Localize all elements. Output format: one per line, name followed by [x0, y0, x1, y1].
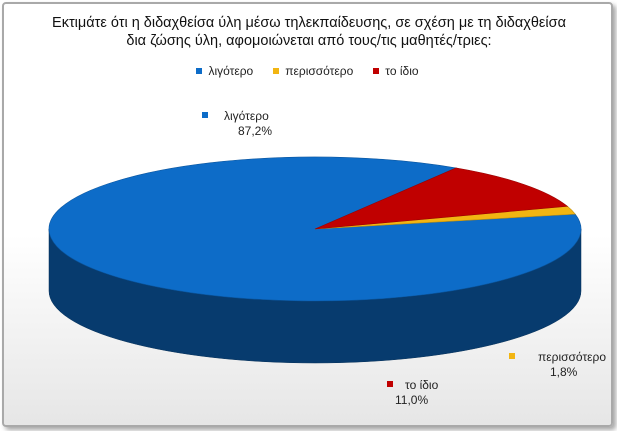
data-label-value-1: 1,8%: [550, 365, 578, 379]
data-label-category-2: το ίδιο: [405, 378, 439, 392]
chart-frame: Εκτιμάτε ότι η διδαχθείσα ύλη μέσω τηλεκ…: [2, 2, 613, 427]
data-label-value-0: 87,2%: [238, 124, 272, 138]
data-label-marker-1: [509, 353, 515, 359]
chart-legend: λιγότερο περισσότερο το ίδιο: [4, 64, 611, 78]
legend-item-2: το ίδιο: [373, 64, 419, 78]
legend-item-0: λιγότερο: [196, 64, 253, 78]
data-label-value-2: 11,0%: [395, 393, 428, 407]
data-label-category-0: λιγότερο: [224, 109, 269, 123]
legend-label-1: περισσότερο: [285, 64, 354, 78]
legend-item-1: περισσότερο: [273, 64, 353, 78]
legend-swatch-1: [273, 68, 280, 74]
chart-title: Εκτιμάτε ότι η διδαχθείσα ύλη μέσω τηλεκ…: [44, 14, 574, 50]
pie-slice-2: [314, 167, 569, 230]
data-label-marker-2: [387, 381, 393, 387]
chart-title-line-2: δια ζώσης ύλη, αφομοιώνεται από τους/τις…: [126, 33, 492, 49]
legend-swatch-0: [196, 68, 203, 74]
legend-swatch-2: [373, 68, 380, 74]
data-label-marker-0: [202, 112, 208, 118]
chart-title-line-1: Εκτιμάτε ότι η διδαχθείσα ύλη μέσω τηλεκ…: [52, 15, 566, 31]
data-label-category-1: περισσότερο: [538, 350, 606, 364]
legend-label-2: το ίδιο: [385, 64, 419, 78]
legend-label-0: λιγότερο: [208, 64, 254, 78]
